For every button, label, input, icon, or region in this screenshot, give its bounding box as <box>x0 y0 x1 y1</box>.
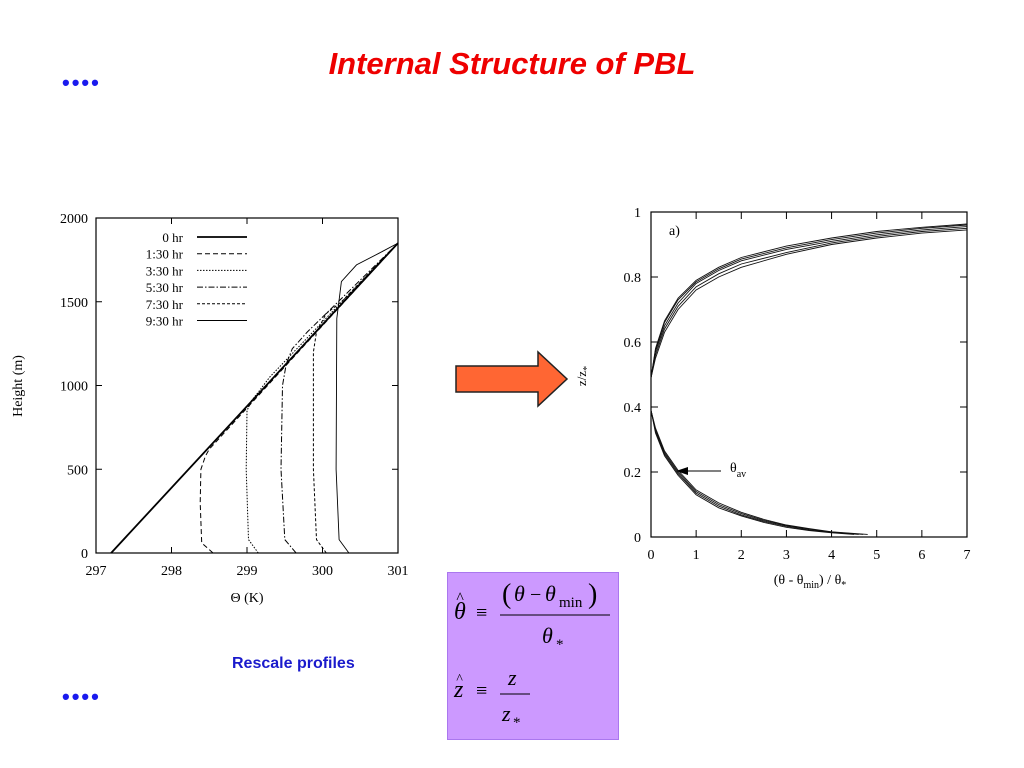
slide-title: Internal Structure of PBL <box>328 46 696 81</box>
panel-label: a) <box>669 224 680 239</box>
upper-profile-curve-4 <box>650 224 968 378</box>
open-paren: ( <box>502 579 511 610</box>
x-tick-label: 7 <box>964 548 971 563</box>
upper-profile-curve-5 <box>650 223 968 378</box>
star-subscript: * <box>556 637 564 653</box>
series-line-4 <box>280 242 399 554</box>
y-tick-label: 500 <box>67 463 88 478</box>
z-star-subscript: * <box>513 715 521 731</box>
series-line-2 <box>199 242 399 554</box>
y-tick-label: 1 <box>634 206 641 221</box>
z-star-symbol: z <box>501 701 511 726</box>
upper-profile-curve-1 <box>650 229 968 378</box>
y-tick-label: 0 <box>634 531 641 546</box>
lower-profile-curve-3 <box>650 410 864 535</box>
y-axis-label: z/z* <box>574 366 593 386</box>
height-theta-chart: 297 298 299 300 301 0 500 1000 1500 2000 0 hr 1:30 … <box>11 212 409 606</box>
x-tick-label: 299 <box>237 564 258 579</box>
y-tick-label: 1500 <box>60 296 88 311</box>
legend-label: 7:30 hr <box>146 297 184 312</box>
theta-symbol: θ <box>514 581 525 606</box>
x-tick-label: 1 <box>693 548 700 563</box>
bullet-dots-bottom: •••• <box>62 684 101 709</box>
x-tick-label: 300 <box>312 564 333 579</box>
lower-profile-curve-2 <box>650 410 859 535</box>
upper-profile-curve-3 <box>650 226 968 378</box>
x-tick-label: 297 <box>86 564 107 579</box>
x-tick-label: 5 <box>873 548 880 563</box>
theta-min-symbol: θ <box>545 581 556 606</box>
theta-av-annotation: θav <box>676 461 746 480</box>
right-arrow-icon <box>455 350 569 408</box>
x-tick-label: 6 <box>918 548 925 563</box>
upper-profile-curve-2 <box>650 227 968 378</box>
z-hat-mark: ^ <box>456 672 463 687</box>
legend-label: 1:30 hr <box>146 247 184 262</box>
annotation-theta: θ <box>730 461 737 476</box>
svg-text:θav: θav <box>730 461 746 480</box>
rescaling-formula-box: θ ^ ≡ ( θ − θ min ) θ * z ^ ≡ z z * <box>447 572 619 740</box>
annotation-sub: av <box>737 469 746 480</box>
x-tick-label: 301 <box>388 564 409 579</box>
lower-profile-curve-1 <box>650 410 855 535</box>
legend-label: 0 hr <box>162 230 183 245</box>
minus-symbol: − <box>530 584 541 606</box>
y-tick-label: 0.8 <box>624 271 642 286</box>
bullet-dots-top: •••• <box>62 70 101 95</box>
legend-label: 5:30 hr <box>146 280 184 295</box>
plot-frame <box>650 211 968 538</box>
y-tick-label: 1000 <box>60 380 88 395</box>
equiv-symbol-2: ≡ <box>476 680 487 702</box>
y-tick-label: 0.6 <box>624 336 642 351</box>
series-line-6 <box>335 242 399 554</box>
y-tick-label: 0 <box>81 547 88 562</box>
x-tick-label: 0 <box>648 548 655 563</box>
y-tick-label: 0.2 <box>624 466 642 481</box>
legend-label: 9:30 hr <box>146 314 184 329</box>
min-subscript: min <box>559 595 583 611</box>
y-tick-label: 0.4 <box>624 401 642 416</box>
x-axis-label: Θ (K) <box>230 591 263 606</box>
series-line-3 <box>245 242 399 554</box>
formula-svg: θ ^ ≡ ( θ − θ min ) θ * z ^ ≡ z z * <box>453 579 610 731</box>
plot-frame <box>95 217 399 554</box>
legend-label: 3:30 hr <box>146 263 184 278</box>
y-axis-label: Height (m) <box>11 355 26 417</box>
x-tick-label: 298 <box>161 564 182 579</box>
z-hat-symbol: z <box>453 677 464 703</box>
rescale-caption: Rescale profiles <box>232 655 355 672</box>
theta-hat-symbol: θ <box>454 599 466 625</box>
y-tick-label: 2000 <box>60 212 88 227</box>
equiv-symbol: ≡ <box>476 602 487 624</box>
x-axis-label: (θ - θmin) / θ* <box>774 573 847 591</box>
x-tick-label: 3 <box>783 548 790 563</box>
x-tick-label: 2 <box>738 548 745 563</box>
series-line-1 <box>110 242 399 554</box>
x-tick-label: 4 <box>828 548 835 563</box>
hat-mark: ^ <box>456 590 464 607</box>
z-symbol: z <box>507 665 517 690</box>
lower-profile-curve-4 <box>650 410 868 535</box>
close-paren: ) <box>588 579 597 610</box>
scaled-profile-chart: 0 1 2 3 4 5 6 7 0 0.2 0.4 0.6 0.8 1 a) (θ - θmin) / θ… <box>574 206 971 591</box>
theta-star-symbol: θ <box>542 623 553 648</box>
